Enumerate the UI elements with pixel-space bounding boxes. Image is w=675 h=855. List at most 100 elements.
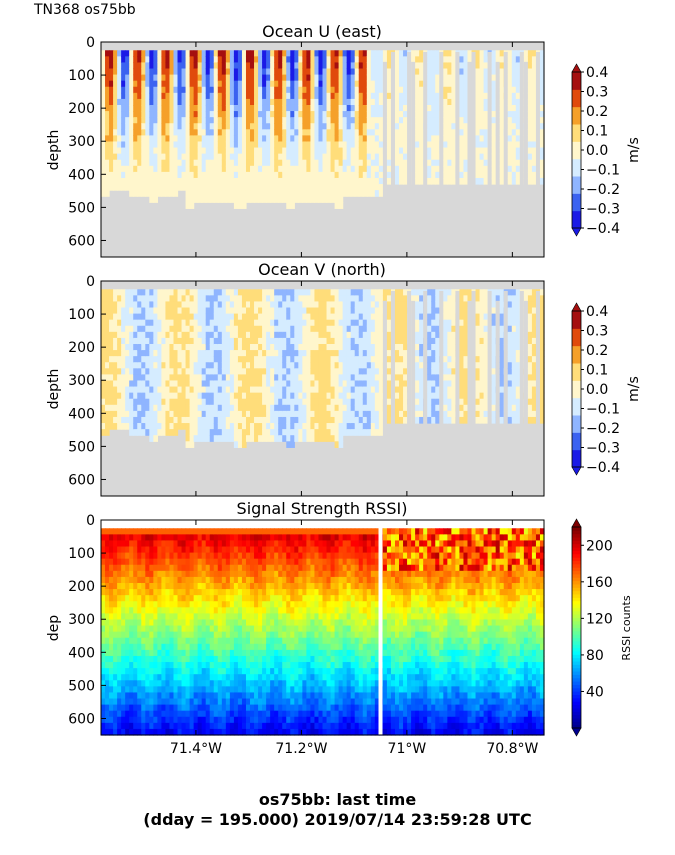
heatmap-cell (451, 325, 456, 333)
heatmap-cell (403, 295, 408, 303)
heatmap-cell (322, 331, 328, 339)
heatmap-cell (217, 153, 223, 161)
heatmap-cell (233, 117, 239, 124)
heatmap-cell (153, 325, 158, 333)
heatmap-cell (237, 50, 243, 57)
heatmap-cell (415, 350, 420, 357)
heatmap-cell (386, 104, 392, 112)
heatmap-cell (189, 190, 195, 197)
heatmap-cell (479, 362, 485, 369)
heatmap-cell (294, 104, 299, 112)
heatmap-cell (121, 62, 126, 70)
heatmap-cell (326, 177, 332, 185)
heatmap-cell (310, 159, 316, 167)
heatmap-cell (366, 92, 372, 100)
heatmap-cell (447, 295, 452, 303)
heatmap-cell (266, 98, 271, 106)
heatmap-cell (109, 62, 114, 70)
heatmap-cell (362, 190, 368, 197)
heatmap-cell (310, 368, 316, 375)
heatmap-cell (149, 98, 154, 106)
heatmap-cell (475, 410, 481, 418)
heatmap-cell (427, 171, 432, 179)
colorbar-tick-label: 0.3 (586, 85, 608, 101)
heatmap-cell (161, 153, 167, 161)
heatmap-cell (435, 380, 440, 388)
heatmap-cell (189, 50, 195, 57)
heatmap-cell (326, 104, 332, 112)
heatmap-cell (374, 416, 380, 424)
heatmap-cell (467, 50, 473, 57)
heatmap-cell (483, 337, 489, 345)
heatmap-cell (338, 386, 344, 394)
heatmap-cell (298, 153, 303, 161)
heatmap-cell (451, 289, 456, 296)
heatmap-cell (177, 92, 183, 100)
heatmap-cell (105, 301, 110, 309)
heatmap-cell (233, 423, 239, 430)
heatmap-cell (213, 62, 219, 70)
heatmap-cell (419, 68, 424, 76)
heatmap-cell (197, 62, 203, 70)
heatmap-cell (153, 159, 158, 167)
heatmap-cell (213, 398, 219, 406)
heatmap-cell (262, 319, 267, 327)
heatmap-cell (177, 404, 183, 412)
heatmap-cell (229, 313, 235, 321)
heatmap-cell (431, 289, 436, 296)
heatmap-cell (427, 392, 432, 400)
heatmap-cell (350, 356, 356, 363)
heatmap-cell (270, 319, 275, 327)
heatmap-cell (399, 380, 404, 388)
heatmap-cell (394, 416, 400, 424)
heatmap-cell (258, 410, 263, 418)
heatmap-cell (539, 171, 545, 179)
heatmap-cell (298, 92, 303, 100)
heatmap-cell (431, 313, 436, 321)
plot-frame (100, 41, 545, 258)
heatmap-cell (346, 295, 352, 303)
heatmap-cell (443, 301, 448, 309)
heatmap-cell (370, 325, 376, 333)
heatmap-cell (129, 319, 134, 327)
heatmap-cell (177, 104, 183, 112)
heatmap-cell (290, 374, 295, 382)
heatmap-cell (221, 104, 227, 112)
heatmap-cell (229, 423, 235, 430)
heatmap-cell (350, 325, 356, 333)
heatmap-cell (221, 56, 227, 64)
heatmap-cell (121, 68, 126, 76)
heatmap-cell (483, 98, 489, 106)
heatmap-cell (125, 177, 130, 185)
heatmap-cell (105, 416, 110, 424)
heatmap-cell (169, 410, 175, 418)
heatmap-cell (153, 98, 158, 106)
heatmap-cell (394, 74, 400, 82)
heatmap-cell (447, 159, 452, 167)
heatmap-cell (193, 356, 199, 363)
heatmap-cell (286, 50, 291, 57)
heatmap-cell (286, 165, 291, 173)
heatmap-cell (483, 92, 489, 100)
heatmap-cell (350, 190, 356, 197)
heatmap-cell (326, 319, 332, 327)
heatmap-cell (189, 410, 195, 418)
heatmap-cell (447, 331, 452, 339)
heatmap-cell (342, 165, 348, 173)
heatmap-cell (306, 416, 312, 424)
heatmap-cell (419, 111, 424, 118)
heatmap-cell (427, 343, 432, 351)
heatmap-cell (217, 368, 223, 375)
heatmap-cell (443, 289, 448, 296)
heatmap-cell (370, 331, 376, 339)
heatmap-cell (306, 289, 312, 296)
heatmap-cell (165, 423, 171, 430)
heatmap-cell (427, 307, 432, 315)
heatmap-cell (443, 62, 448, 70)
heatmap-cell (306, 404, 312, 412)
heatmap-cell (149, 135, 154, 143)
heatmap-cell (121, 295, 126, 303)
heatmap-cell (161, 380, 167, 388)
heatmap-cell (447, 62, 452, 70)
